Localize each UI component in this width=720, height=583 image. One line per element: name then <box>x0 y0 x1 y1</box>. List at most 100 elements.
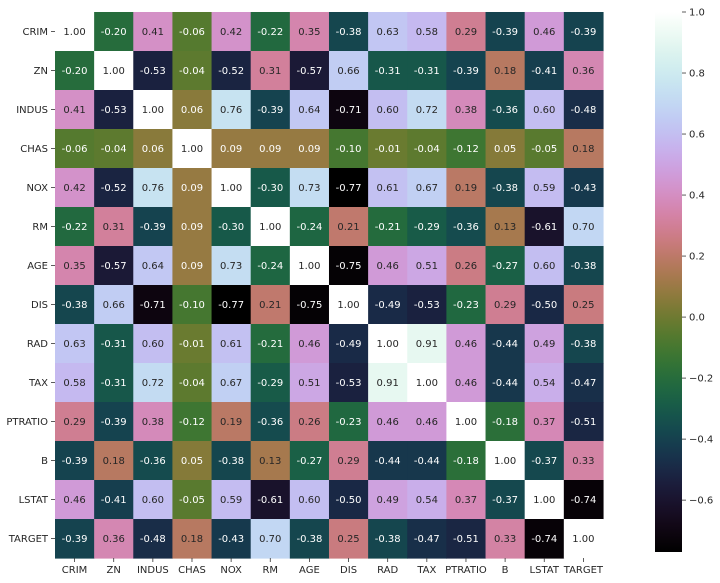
y-tick-label: TAX <box>28 378 48 389</box>
x-tick-label: LSTAT <box>530 565 560 576</box>
heatmap-cell <box>563 207 604 247</box>
y-tick-label: CRIM <box>22 27 48 38</box>
heatmap-cell <box>250 207 291 247</box>
cell-value-label: -0.53 <box>336 378 362 389</box>
heatmap-cell <box>368 324 408 364</box>
heatmap-cell <box>172 129 213 169</box>
heatmap-cell <box>211 441 252 481</box>
heatmap-cell <box>250 246 291 286</box>
cell-value-label: 0.60 <box>142 495 164 506</box>
heatmap-cell <box>250 285 291 325</box>
cell-value-label: 1.00 <box>455 417 477 428</box>
heatmap-cell <box>485 441 526 481</box>
cell-value-label: -0.24 <box>257 261 283 272</box>
cell-value-label: 0.36 <box>103 534 125 545</box>
heatmap-cell <box>328 402 369 442</box>
cell-value-label: -0.53 <box>101 105 127 116</box>
cell-value-label: -0.38 <box>218 456 244 467</box>
heatmap-cell <box>446 363 487 403</box>
heatmap-cell <box>563 441 604 481</box>
heatmap-cell <box>368 441 408 481</box>
cell-value-label: -0.29 <box>257 378 283 389</box>
cell-value-label: 0.29 <box>494 300 516 311</box>
heatmap-cell <box>133 12 174 52</box>
heatmap-cell <box>211 168 252 208</box>
heatmap-cell <box>250 480 291 520</box>
cell-value-label: 0.26 <box>455 261 477 272</box>
heatmap-cell <box>407 402 447 442</box>
heatmap-cell <box>485 90 526 130</box>
cell-value-label: 0.76 <box>142 183 164 194</box>
cell-value-label: 0.61 <box>220 339 242 350</box>
heatmap-cell <box>55 246 95 286</box>
cell-value-label: -0.01 <box>179 339 205 350</box>
cell-value-label: 0.54 <box>533 378 555 389</box>
cell-value-label: -0.36 <box>492 105 518 116</box>
heatmap-cell <box>133 51 174 91</box>
heatmap-cell <box>368 12 408 52</box>
y-tick-label: RAD <box>27 339 48 350</box>
heatmap-cell <box>211 363 252 403</box>
cell-value-label: -0.10 <box>336 144 362 155</box>
cell-value-label: 0.60 <box>298 495 320 506</box>
cell-value-label: -0.49 <box>336 339 362 350</box>
heatmap-cell <box>407 285 447 325</box>
heatmap-cell <box>563 363 604 403</box>
cell-value-label: 0.41 <box>63 105 85 116</box>
heatmap-cell <box>446 207 487 247</box>
heatmap-cell <box>94 129 134 169</box>
cell-value-label: 0.37 <box>455 495 477 506</box>
cell-value-label: 0.05 <box>181 456 203 467</box>
heatmap-cell <box>289 168 330 208</box>
cell-value-label: -0.04 <box>414 144 440 155</box>
cell-value-label: -0.50 <box>336 495 362 506</box>
x-tick-label: CHAS <box>178 565 206 576</box>
cell-value-label: 0.46 <box>377 261 399 272</box>
colorbar: 1.0 0.8 0.6 0.4 0.2 0.0 −0.2 −0.4 −0.6 <box>655 8 713 552</box>
heatmap-cell <box>172 402 213 442</box>
cell-value-label: -0.36 <box>257 417 283 428</box>
cell-value-label: 1.00 <box>298 261 320 272</box>
cell-value-label: 0.51 <box>416 261 438 272</box>
cell-value-label: -0.43 <box>570 183 596 194</box>
heatmap-cell <box>133 480 174 520</box>
heatmap-cell <box>446 402 487 442</box>
y-tick-label: B <box>41 456 48 467</box>
cell-value-label: 1.00 <box>533 495 555 506</box>
cell-value-label: 0.51 <box>298 378 320 389</box>
cell-value-label: 0.60 <box>142 339 164 350</box>
heatmap-cell <box>172 90 213 130</box>
heatmap-cell <box>446 441 487 481</box>
heatmap-cell <box>94 441 134 481</box>
cell-value-label: -0.36 <box>453 222 479 233</box>
cell-value-label: -0.75 <box>296 300 322 311</box>
x-tick-label: TARGET <box>563 565 604 576</box>
colorbar-tick-label: −0.2 <box>689 374 713 385</box>
x-tick-label: INDUS <box>137 565 169 576</box>
heatmap-cell <box>94 168 134 208</box>
cell-value-label: -0.41 <box>531 66 557 77</box>
cell-value-label: -0.38 <box>375 534 401 545</box>
heatmap-cell <box>289 207 330 247</box>
heatmap-cell <box>172 324 213 364</box>
cell-value-label: 0.33 <box>572 456 594 467</box>
cell-value-label: -0.20 <box>101 27 127 38</box>
cell-value-label: 0.18 <box>572 144 594 155</box>
heatmap-cell <box>172 207 213 247</box>
heatmap-cell <box>446 168 487 208</box>
heatmap-cell <box>94 363 134 403</box>
heatmap-cell <box>55 129 95 169</box>
heatmap-cell <box>211 285 252 325</box>
heatmap-cell <box>328 51 369 91</box>
cell-value-label: 1.00 <box>259 222 281 233</box>
cell-value-label: -0.57 <box>296 66 322 77</box>
cell-value-label: -0.10 <box>179 300 205 311</box>
heatmap-cell <box>133 363 174 403</box>
cell-value-label: -0.39 <box>62 456 88 467</box>
cell-value-label: 0.42 <box>220 27 242 38</box>
heatmap-cell <box>485 168 526 208</box>
cell-value-label: 0.35 <box>298 27 320 38</box>
heatmap-cell <box>55 402 95 442</box>
cell-value-label: -0.38 <box>62 300 88 311</box>
cell-value-label: 1.00 <box>63 27 85 38</box>
